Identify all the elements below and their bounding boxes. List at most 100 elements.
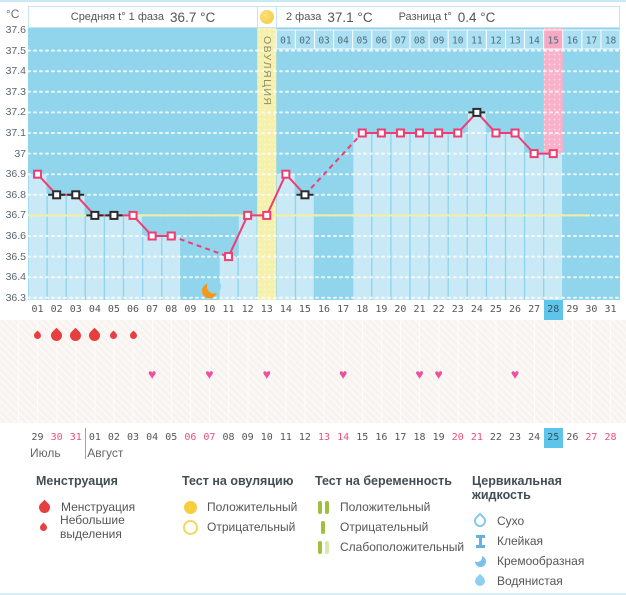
phase1-value: 36.7 °C bbox=[170, 9, 216, 25]
calendar-date-cell[interactable]: 30 bbox=[50, 432, 63, 443]
cycle-day-cell[interactable]: 28 bbox=[543, 300, 563, 320]
menstruation-cell bbox=[124, 325, 143, 345]
calendar-date-cell[interactable]: 19 bbox=[432, 432, 445, 443]
phase2-day-label: 14 bbox=[528, 36, 540, 47]
cycle-day-cell[interactable]: 03 bbox=[69, 304, 82, 315]
cycle-day-cell[interactable]: 21 bbox=[413, 304, 426, 315]
cycle-day-cell[interactable]: 05 bbox=[107, 304, 120, 315]
cycle-day-cell[interactable]: 08 bbox=[165, 304, 178, 315]
month-label: Июль bbox=[30, 446, 61, 460]
intercourse-cell: ♥ bbox=[257, 364, 276, 384]
month-labels-row: Июль Август bbox=[0, 446, 626, 462]
legend-section-title: Менструация bbox=[36, 474, 118, 488]
temp-bar bbox=[277, 174, 295, 300]
calendar-date-cell[interactable]: 08 bbox=[222, 432, 235, 443]
cycle-day-cell[interactable]: 16 bbox=[318, 304, 331, 315]
cycle-day-cell[interactable]: 24 bbox=[470, 304, 483, 315]
calendar-date-cell[interactable]: 07 bbox=[203, 432, 216, 443]
calendar-date-cell[interactable]: 26 bbox=[566, 432, 579, 443]
calendar-date-cell[interactable]: 11 bbox=[279, 432, 292, 443]
cycle-day-cell[interactable]: 31 bbox=[604, 304, 617, 315]
temp-point bbox=[262, 210, 272, 220]
cycle-day-cell[interactable]: 04 bbox=[88, 304, 101, 315]
temp-point bbox=[472, 107, 482, 117]
calendar-date-cell[interactable]: 21 bbox=[470, 432, 483, 443]
cycle-day-cell[interactable]: 26 bbox=[509, 304, 522, 315]
calendar-date-cell[interactable]: 29 bbox=[31, 432, 44, 443]
cycle-day-cell[interactable]: 17 bbox=[337, 304, 350, 315]
y-axis-tick: 37.3 bbox=[5, 85, 26, 98]
y-axis-tick: 37.4 bbox=[5, 65, 26, 78]
calendar-date-cell[interactable]: 22 bbox=[489, 432, 502, 443]
calendar-date-cell[interactable]: 23 bbox=[509, 432, 522, 443]
cycle-day-cell[interactable]: 07 bbox=[146, 304, 159, 315]
cycle-day-cell[interactable]: 18 bbox=[356, 304, 369, 315]
legend-item-label: Сухо bbox=[497, 514, 525, 528]
phase2-day-label: 04 bbox=[337, 36, 349, 47]
calendar-date-cell[interactable]: 16 bbox=[375, 432, 388, 443]
y-axis-tick: 37.2 bbox=[5, 106, 26, 119]
calendar-date-cell[interactable]: 17 bbox=[394, 432, 407, 443]
calendar-date-cell[interactable]: 15 bbox=[356, 432, 369, 443]
calendar-date-cell[interactable]: 14 bbox=[337, 432, 350, 443]
calendar-date-cell[interactable]: 27 bbox=[585, 432, 598, 443]
calendar-date-cell[interactable]: 01 bbox=[88, 432, 101, 443]
legend-item: Слабоположительный bbox=[315, 537, 472, 557]
month-label: Август bbox=[87, 446, 124, 460]
pregnancy-negative-icon bbox=[315, 520, 331, 534]
ovulation-positive-icon bbox=[182, 500, 198, 514]
pregnancy-positive-icon bbox=[315, 500, 331, 514]
intercourse-cell: ♥ bbox=[334, 364, 353, 384]
legend-item-label: Клейкая bbox=[497, 534, 544, 548]
temp-point bbox=[529, 149, 539, 159]
cycle-day-cell[interactable]: 01 bbox=[31, 304, 44, 315]
cycle-day-cell[interactable]: 13 bbox=[260, 304, 273, 315]
y-axis-tick: 36.9 bbox=[5, 168, 26, 181]
calendar-date-cell[interactable]: 12 bbox=[298, 432, 311, 443]
calendar-date-cell[interactable]: 02 bbox=[107, 432, 120, 443]
calendar-date-cell[interactable]: 18 bbox=[413, 432, 426, 443]
cycle-day-cell[interactable]: 15 bbox=[298, 304, 311, 315]
cycle-day-cell[interactable]: 09 bbox=[184, 304, 197, 315]
intercourse-heart-icon: ♥ bbox=[205, 366, 214, 382]
calendar-date-cell[interactable]: 04 bbox=[146, 432, 159, 443]
cycle-day-cell[interactable]: 06 bbox=[127, 304, 140, 315]
calendar-date-cell[interactable]: 28 bbox=[604, 432, 617, 443]
cycle-day-cell[interactable]: 02 bbox=[50, 304, 63, 315]
calendar-date-cell[interactable]: 03 bbox=[127, 432, 140, 443]
cycle-day-cell[interactable]: 27 bbox=[528, 304, 541, 315]
menstruation-cell bbox=[28, 325, 47, 345]
calendar-date-cell[interactable]: 20 bbox=[451, 432, 464, 443]
cycle-day-cell[interactable]: 14 bbox=[279, 304, 292, 315]
cycle-day-cell[interactable]: 22 bbox=[432, 304, 445, 315]
cycle-day-cell[interactable]: 19 bbox=[375, 304, 388, 315]
calendar-date-cell[interactable]: 09 bbox=[241, 432, 254, 443]
cycle-day-cell[interactable]: 30 bbox=[585, 304, 598, 315]
cycle-day-cell[interactable]: 10 bbox=[203, 304, 216, 315]
pregnancy-weak-icon bbox=[315, 540, 331, 554]
y-axis-tick: 36.7 bbox=[5, 209, 26, 222]
legend-item-label: Отрицательный bbox=[340, 520, 429, 534]
y-axis-tick: 37 bbox=[14, 147, 26, 160]
cycle-day-cell[interactable]: 20 bbox=[394, 304, 407, 315]
calendar-date-cell[interactable]: 25 bbox=[543, 428, 563, 448]
cycle-day-cell[interactable]: 11 bbox=[222, 304, 235, 315]
calendar-date-cell[interactable]: 10 bbox=[260, 432, 273, 443]
temp-point bbox=[147, 231, 157, 241]
calendar-date-cell[interactable]: 13 bbox=[318, 432, 331, 443]
intercourse-heart-icon: ♥ bbox=[434, 366, 443, 382]
calendar-date-cell[interactable]: 31 bbox=[69, 432, 82, 443]
cycle-day-cell[interactable]: 23 bbox=[451, 304, 464, 315]
calendar-date-cell[interactable]: 06 bbox=[184, 432, 197, 443]
legend-item: Небольшие выделения bbox=[36, 513, 182, 541]
calendar-date-cell[interactable]: 24 bbox=[528, 432, 541, 443]
fluid-creamy-icon bbox=[472, 552, 488, 567]
temp-diff-value: 0.4 °C bbox=[457, 9, 496, 25]
cycle-day-cell[interactable]: 25 bbox=[489, 304, 502, 315]
legend-section: Менструация Менструация Небольшие выделени… bbox=[36, 474, 182, 595]
cycle-day-cell[interactable]: 29 bbox=[566, 304, 579, 315]
cycle-day-cell[interactable]: 12 bbox=[241, 304, 254, 315]
calendar-date-cell[interactable]: 05 bbox=[165, 432, 178, 443]
menstruation-row bbox=[0, 325, 626, 345]
phase2-day-label: 12 bbox=[490, 36, 501, 47]
